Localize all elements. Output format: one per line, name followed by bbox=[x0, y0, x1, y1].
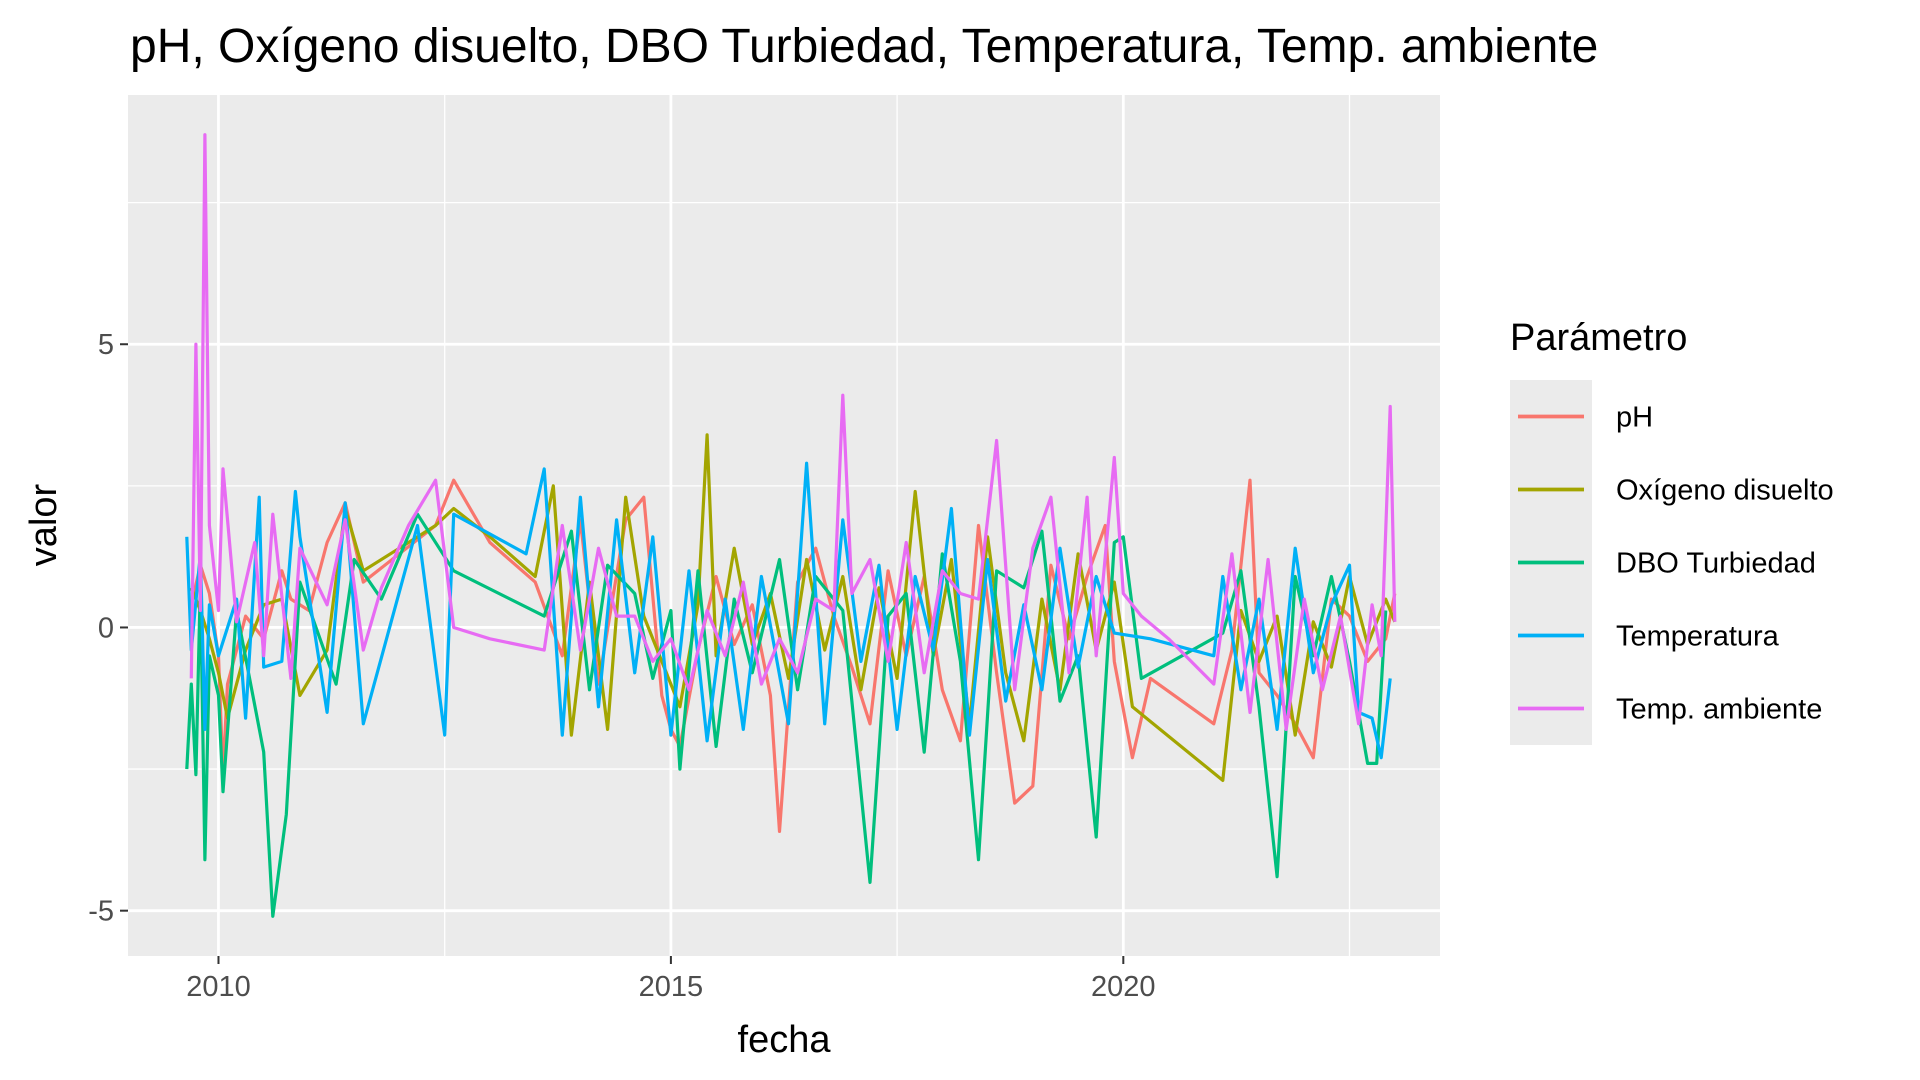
y-tick-label: -5 bbox=[88, 896, 114, 928]
legend: Parámetro pH Oxígeno disuelto DBO Turbieda… bbox=[1510, 317, 1834, 745]
legend-title: Parámetro bbox=[1510, 317, 1687, 359]
legend-label-1: pH bbox=[1616, 402, 1653, 434]
series-line-2 bbox=[189, 433, 1397, 782]
series-line-5 bbox=[189, 133, 1397, 731]
x-tick-label: 2010 bbox=[186, 971, 251, 1003]
legend-label-4: Temperatura bbox=[1616, 621, 1780, 653]
series-layer bbox=[185, 133, 1397, 918]
x-tick-label: 2015 bbox=[639, 971, 704, 1003]
y-axis-title: valor bbox=[23, 483, 65, 566]
legend-items: pH Oxígeno disuelto DBO Turbiedad Temperatu… bbox=[1510, 380, 1834, 745]
x-tick-label: 2020 bbox=[1091, 971, 1156, 1003]
y-tick-label: 5 bbox=[98, 329, 114, 361]
legend-label-2: Oxígeno disuelto bbox=[1616, 475, 1834, 507]
legend-label-3: DBO Turbiedad bbox=[1616, 548, 1816, 580]
series-line-3 bbox=[185, 512, 1388, 918]
y-tick-label: 0 bbox=[98, 612, 114, 644]
plot-panel bbox=[128, 95, 1440, 956]
y-axis-ticks: -5 0 5 bbox=[88, 329, 128, 928]
x-axis-title: fecha bbox=[738, 1019, 832, 1061]
chart-title: pH, Oxígeno disuelto, DBO Turbiedad, Tem… bbox=[130, 20, 1598, 73]
legend-label-5: Temp. ambiente bbox=[1616, 694, 1822, 726]
x-axis-ticks: 2010 2015 2020 bbox=[186, 956, 1156, 1003]
grid-minor bbox=[128, 95, 1440, 956]
